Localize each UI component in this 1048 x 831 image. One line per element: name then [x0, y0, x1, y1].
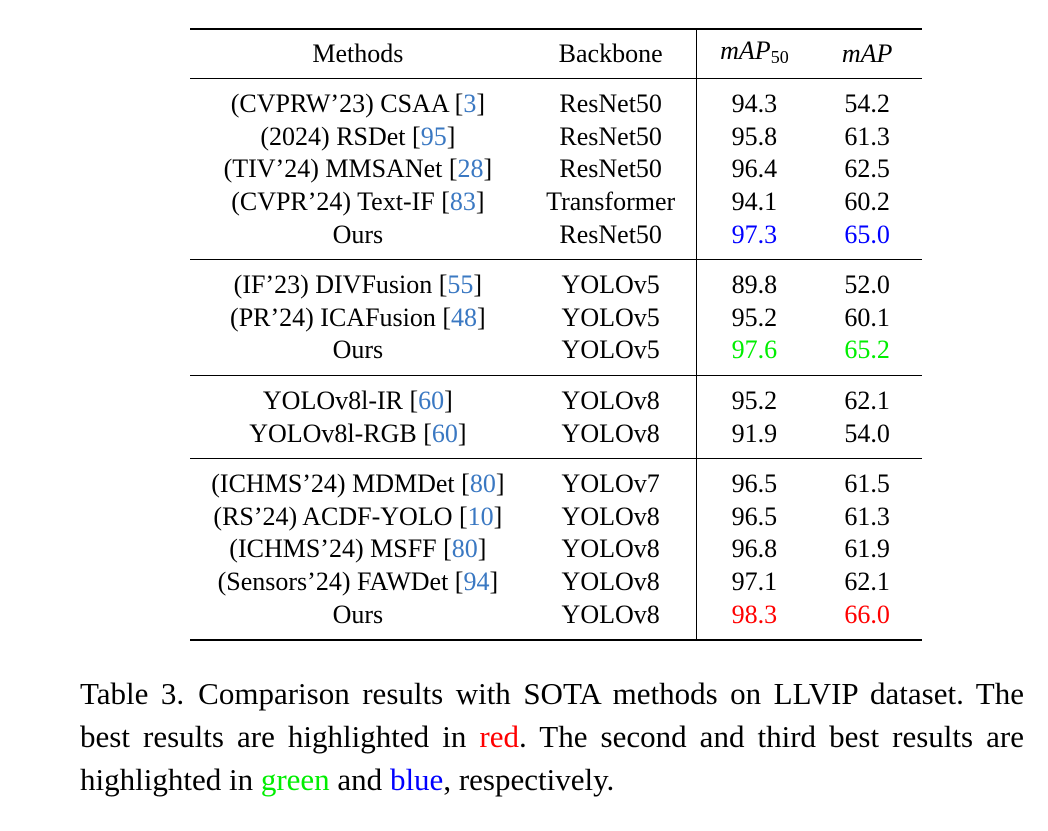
- map-cell-second-best: 65.2: [812, 334, 922, 376]
- table-row: YOLOv8l-RGB [60] YOLOv8 91.9 54.0: [190, 417, 922, 459]
- map50-cell: 97.1: [731, 567, 778, 597]
- map-cell-third-best: 65.0: [812, 218, 922, 260]
- map50-cell: 95.8: [731, 121, 778, 151]
- map50-cell: 91.9: [696, 417, 813, 459]
- method-cell: YOLOv8l-RGB [60]: [190, 417, 526, 459]
- map50-cell: 89.8: [731, 270, 778, 300]
- method-cell: Ours: [190, 218, 526, 260]
- backbone-cell: YOLOv8: [525, 500, 697, 534]
- table-row: (IF’23) DIVFusion [55] YOLOv5 89.8 52.0: [190, 259, 922, 302]
- backbone-cell: YOLOv5: [525, 301, 697, 335]
- map-cell: 61.9: [844, 534, 890, 564]
- method-cell: (2024) RSDet [95]: [260, 121, 456, 151]
- table-row: (TIV’24) MMSANet [28] ResNet50 96.4 62.5: [190, 153, 922, 186]
- table-row: (Sensors’24) FAWDet [94] YOLOv8 97.1 62.…: [190, 565, 922, 599]
- map50-cell: 95.2: [731, 386, 778, 416]
- caption-label: Table 3.: [80, 676, 185, 711]
- backbone-cell: YOLOv7: [525, 458, 697, 501]
- backbone-cell: YOLOv8: [525, 565, 697, 599]
- table-body: (CVPRW’23) CSAA [3] ResNet50 94.3 54.2 (…: [190, 78, 922, 641]
- caption-text-4: , respectively.: [443, 762, 615, 797]
- table-row: (2024) RSDet [95] ResNet50 95.8 61.3: [190, 120, 922, 154]
- table-caption: Table 3. Comparison results with SOTA met…: [80, 672, 1024, 801]
- method-cell: (Sensors’24) FAWDet [94]: [217, 567, 499, 597]
- map50-cell: 96.8: [731, 534, 778, 564]
- table-row: (PR’24) ICAFusion [48] YOLOv5 95.2 60.1: [190, 301, 922, 335]
- map-cell-best: 66.0: [812, 598, 922, 641]
- map50-cell: 96.4: [731, 154, 778, 184]
- method-cell: Ours: [190, 598, 526, 641]
- caption-red-word: red: [479, 719, 519, 754]
- map-cell: 61.3: [844, 121, 890, 151]
- map50-cell: 94.3: [731, 89, 778, 119]
- backbone-cell: Transformer: [525, 185, 697, 219]
- results-table: Methods Backbone mAP50 mAP (CVPRW’23) CS…: [190, 28, 922, 641]
- backbone-cell: YOLOv5: [525, 334, 697, 376]
- map50-cell: 94.1: [731, 187, 778, 217]
- backbone-cell: ResNet50: [525, 153, 697, 186]
- method-cell: (CVPR’24) Text-IF [83]: [231, 187, 485, 217]
- table-row: Ours YOLOv5 97.6 65.2: [190, 334, 922, 376]
- map-cell: 62.1: [844, 386, 890, 416]
- backbone-cell: ResNet50: [525, 120, 697, 154]
- map50-cell-best: 98.3: [696, 598, 813, 641]
- table-row: (RS’24) ACDF-YOLO [10] YOLOv8 96.5 61.3: [190, 500, 922, 534]
- map-cell: 54.2: [844, 89, 890, 119]
- method-cell: (RS’24) ACDF-YOLO [10]: [213, 501, 503, 531]
- map50-cell-third-best: 97.3: [696, 218, 813, 260]
- table-row: (CVPR’24) Text-IF [83] Transformer 94.1 …: [190, 185, 922, 219]
- table-row: (ICHMS’24) MSFF [80] YOLOv8 96.8 61.9: [190, 533, 922, 566]
- map-cell: 60.1: [844, 302, 890, 332]
- table-row: (CVPRW’23) CSAA [3] ResNet50 94.3 54.2: [190, 78, 922, 121]
- method-cell: (CVPRW’23) CSAA [3]: [230, 89, 485, 119]
- map50-cell: 95.2: [731, 302, 778, 332]
- map-cell: 62.1: [844, 567, 890, 597]
- map-cell: 54.0: [812, 417, 922, 459]
- header-row: Methods Backbone mAP50 mAP: [190, 28, 922, 79]
- backbone-cell: YOLOv8: [525, 598, 697, 641]
- map-cell: 61.5: [844, 469, 890, 499]
- header-map-main: mAP: [841, 39, 893, 68]
- caption-text-1: Comparison results with SOTA methods on …: [80, 676, 1024, 754]
- table-row: (ICHMS’24) MDMDet [80] YOLOv7 96.5 61.5: [190, 458, 922, 501]
- header-methods: Methods: [190, 28, 526, 79]
- map50-cell: 96.5: [731, 501, 778, 531]
- caption-green-word: green: [260, 762, 330, 797]
- method-cell: (ICHMS’24) MSFF [80]: [229, 534, 487, 564]
- method-cell: Ours: [190, 334, 526, 376]
- backbone-cell: YOLOv8: [525, 375, 697, 418]
- caption-text-2: . The second and third best results are …: [80, 719, 1024, 797]
- backbone-cell: ResNet50: [525, 78, 697, 121]
- map-cell: 52.0: [844, 270, 890, 300]
- backbone-cell: YOLOv5: [525, 259, 697, 302]
- backbone-cell: YOLOv8: [525, 417, 697, 459]
- table-row: Ours YOLOv8 98.3 66.0: [190, 598, 922, 641]
- method-cell: (PR’24) ICAFusion [48]: [230, 302, 486, 332]
- map-cell: 60.2: [844, 187, 890, 217]
- table-row: YOLOv8l-IR [60] YOLOv8 95.2 62.1: [190, 375, 922, 418]
- method-cell: (IF’23) DIVFusion [55]: [233, 270, 483, 300]
- map50-cell: 96.5: [731, 469, 778, 499]
- backbone-cell: ResNet50: [525, 218, 697, 260]
- map-cell: 61.3: [844, 501, 890, 531]
- method-cell: (TIV’24) MMSANet [28]: [223, 154, 493, 184]
- method-cell: YOLOv8l-IR [60]: [262, 386, 453, 416]
- header-map50: mAP50: [696, 28, 813, 79]
- caption-text-3: and: [329, 762, 390, 797]
- map50-cell-second-best: 97.6: [696, 334, 813, 376]
- table-row: Ours ResNet50 97.3 65.0: [190, 218, 922, 260]
- map-cell: 62.5: [844, 154, 890, 184]
- header-map: mAP: [812, 28, 922, 79]
- header-map50-sub: 50: [770, 47, 789, 67]
- method-cell: (ICHMS’24) MDMDet [80]: [211, 469, 505, 499]
- header-map50-main: mAP: [720, 36, 771, 65]
- caption-blue-word: blue: [389, 762, 444, 797]
- header-backbone: Backbone: [525, 28, 697, 79]
- backbone-cell: YOLOv8: [525, 533, 697, 566]
